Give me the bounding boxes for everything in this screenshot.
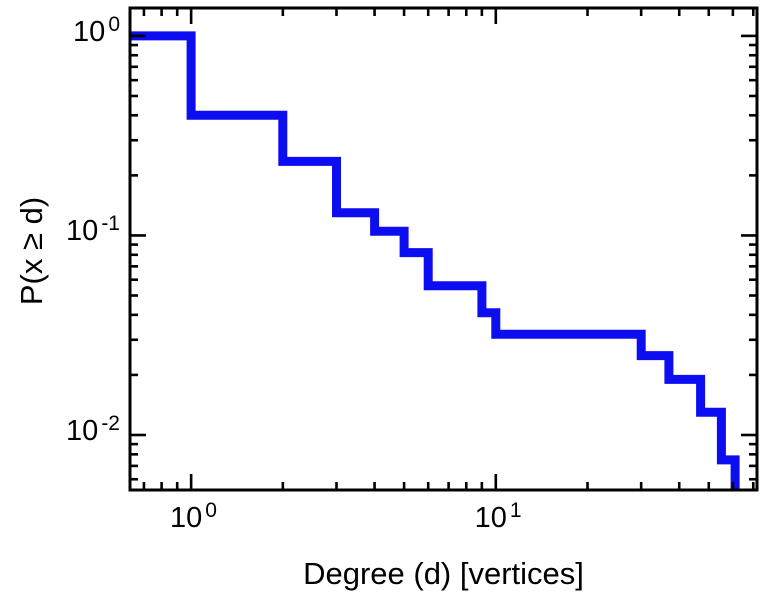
tick-base: 10: [73, 15, 106, 48]
tick-base: 10: [66, 215, 99, 248]
x-axis-title: Degree (d) [vertices]: [303, 556, 584, 591]
ccdf-step-line: [130, 31, 740, 490]
tick-base: 10: [66, 414, 99, 447]
x-tick-label: 10 0: [169, 499, 217, 534]
y-tick-label: 10 -2: [66, 411, 120, 447]
plot-frame: [128, 6, 759, 492]
tick-exponent: -1: [101, 212, 120, 236]
y-axis-title: P(x ≥ d): [14, 196, 49, 306]
y-tick-label: 10 -1: [66, 212, 120, 248]
tick-exponent: 1: [509, 499, 522, 522]
tick-base: 10: [474, 502, 507, 534]
tick-exponent: 0: [205, 499, 217, 522]
tick-exponent: 0: [108, 12, 120, 36]
tick-base: 10: [169, 502, 203, 534]
y-tick-label: 10 0: [73, 12, 120, 48]
tick-exponent: -2: [101, 411, 120, 435]
x-tick-label: 10 1: [474, 499, 522, 534]
